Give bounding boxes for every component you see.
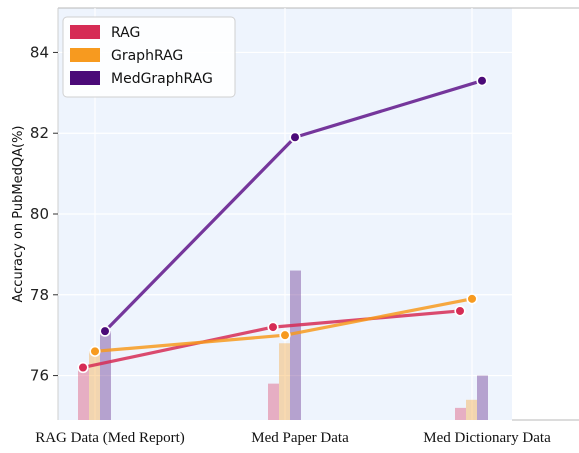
point-rag-med-paper-data: [267, 321, 279, 333]
x-tick-label-med-paper-data: Med Paper Data: [251, 430, 349, 446]
point-graphrag-rag-data-med-report: [89, 345, 101, 357]
bars: [78, 270, 488, 420]
point-graphrag-med-paper-data: [279, 329, 291, 341]
point-rag-rag-data-med-report: [77, 361, 89, 374]
bar-medgraphrag-rag-data-med-report: [100, 331, 111, 420]
bar-rag-med-paper-data: [268, 383, 279, 420]
y-tick-label-78: 78: [30, 286, 49, 304]
legend-label-rag: RAG: [111, 25, 140, 41]
legend-box: [62, 16, 236, 98]
y-tick-label-82: 82: [30, 124, 49, 142]
legend: RAG GraphRAG MedGraphRAG: [62, 16, 236, 98]
x-tick-label-med-dictionary-data: Med Dictionary Data: [423, 430, 551, 446]
bar-rag-med-dictionary-data: [455, 407, 466, 420]
bar-graphrag-rag-data-med-report: [89, 351, 100, 420]
y-axis-title: Accuracy on PubMedQA(%): [11, 126, 26, 303]
x-tick-label-rag-data-med-report: RAG Data (Med Report): [35, 430, 185, 446]
bar-graphrag-med-dictionary-data: [466, 399, 477, 420]
y-tick-label-84: 84: [30, 43, 49, 61]
legend-swatch-graphrag: [70, 48, 100, 62]
y-axis: 76 78 80 82 84: [30, 43, 58, 385]
y-tick-label-76: 76: [30, 367, 49, 385]
x-axis: RAG Data (Med Report) Med Paper Data Med D…: [35, 430, 551, 446]
y-tick-label-80: 80: [30, 205, 49, 223]
bar-rag-rag-data-med-report: [78, 367, 89, 420]
point-rag-med-dictionary-data: [454, 305, 466, 317]
bar-medgraphrag-med-dictionary-data: [477, 375, 488, 420]
point-medgraphrag-rag-data-med-report: [99, 325, 111, 337]
legend-swatch-rag: [70, 25, 100, 39]
series-points: [77, 75, 488, 374]
legend-label-graphrag: GraphRAG: [111, 48, 183, 64]
bar-medgraphrag-med-paper-data: [290, 270, 301, 420]
point-graphrag-med-dictionary-data: [466, 293, 478, 305]
bar-graphrag-med-paper-data: [279, 343, 290, 420]
point-medgraphrag-med-dictionary-data: [476, 75, 488, 87]
legend-label-medgraphrag: MedGraphRAG: [111, 71, 213, 87]
legend-swatch-medgraphrag: [70, 71, 100, 85]
point-medgraphrag-med-paper-data: [289, 131, 301, 143]
